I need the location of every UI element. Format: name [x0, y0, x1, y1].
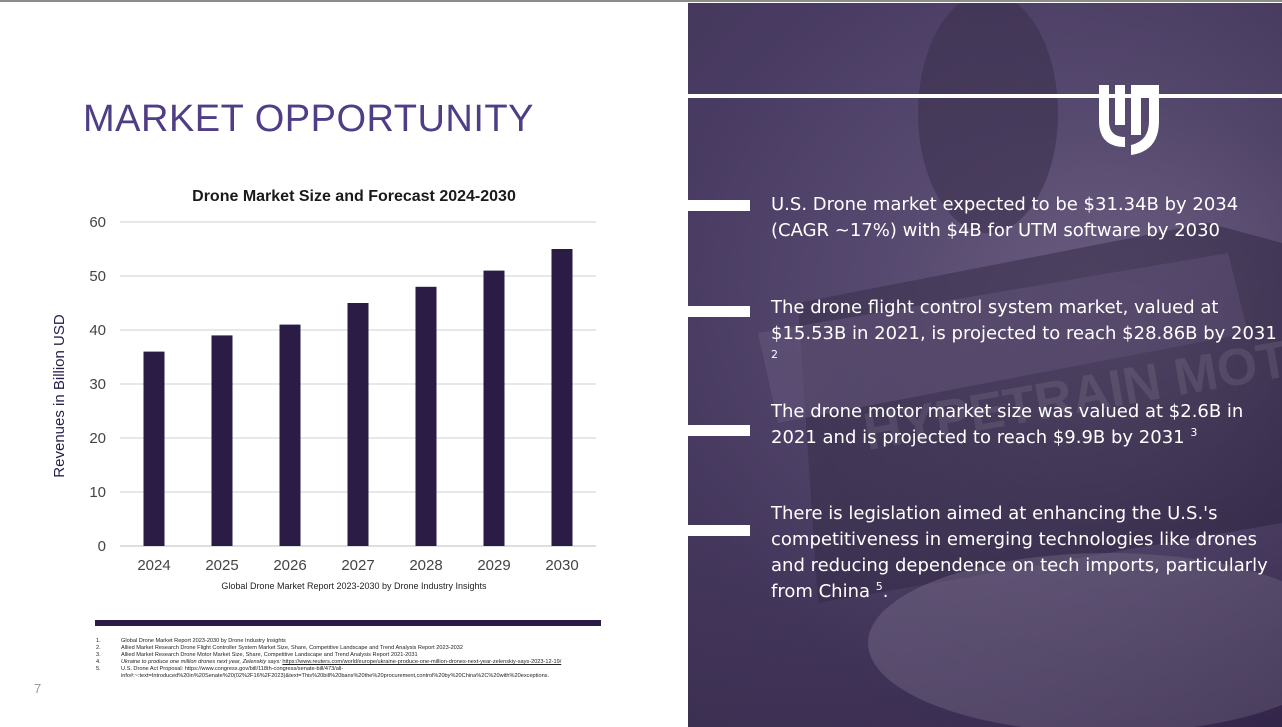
reference-item: 3. Allied Market Research Drone Motor Ma…: [96, 652, 418, 658]
bullet-marker: [688, 306, 750, 317]
reference-item: 4. Ukraine to produce one million drones…: [96, 659, 562, 665]
page-number: 7: [34, 681, 42, 696]
x-tick-label: 2024: [137, 557, 170, 574]
x-tick-label: 2027: [341, 557, 374, 574]
reference-item: 2. Allied Market Research Drone Flight C…: [96, 645, 464, 651]
page-title: MARKET OPPORTUNITY: [83, 98, 534, 140]
bullet-marker: [688, 525, 750, 536]
y-tick-label: 60: [89, 214, 106, 231]
chart-source-note: Global Drone Market Report 2023-2030 by …: [221, 581, 487, 591]
x-tick-label: 2025: [205, 557, 238, 574]
logo-line: [688, 94, 1282, 98]
footer-divider: [95, 620, 601, 626]
bar-chart: Drone Market Size and Forecast 2024-2030…: [40, 176, 620, 596]
y-axis-label: Revenues in Billion USD: [51, 314, 68, 478]
x-tick-label: 2028: [409, 557, 442, 574]
company-logo-icon: [1099, 85, 1159, 155]
right-panel: HYPETRAIN MOTORS U.S. Drone market expec…: [688, 3, 1282, 727]
references-list: 1. Global Drone Market Report 2023-2030 …: [96, 638, 656, 680]
bar-2030: [551, 249, 573, 546]
chart-svg: Drone Market Size and Forecast 2024-2030…: [51, 188, 596, 591]
bar-2028: [415, 286, 437, 546]
bar-2025: [211, 335, 233, 546]
reference-link[interactable]: https://www.reuters.com/world/europe/ukr…: [282, 659, 562, 665]
y-tick-label: 0: [98, 538, 106, 555]
y-tick-label: 40: [89, 322, 106, 339]
top-border: [0, 0, 1282, 2]
reference-item: 5. U.S. Drone Act Proposal: https://www.…: [96, 666, 344, 672]
y-tick-label: 10: [89, 484, 106, 501]
y-tick-label: 20: [89, 430, 106, 447]
y-tick-label: 50: [89, 268, 106, 285]
chart-title: Drone Market Size and Forecast 2024-2030: [192, 188, 516, 205]
x-tick-label: 2026: [273, 557, 306, 574]
bullet-marker: [688, 425, 750, 436]
reference-item: 1. Global Drone Market Report 2023-2030 …: [96, 638, 286, 644]
bar-2029: [483, 270, 505, 546]
x-tick-label: 2030: [545, 557, 578, 574]
bar-2027: [347, 303, 369, 546]
bar-2026: [279, 324, 301, 546]
reference-continuation: info#:~:text=Introduced%20in%20Senate%20…: [121, 673, 550, 679]
bar-2024: [143, 351, 165, 546]
bullet-marker: [688, 200, 750, 211]
background-motor-image: HYPETRAIN MOTORS: [688, 3, 1282, 727]
x-tick-label: 2029: [477, 557, 510, 574]
y-tick-label: 30: [89, 376, 106, 393]
